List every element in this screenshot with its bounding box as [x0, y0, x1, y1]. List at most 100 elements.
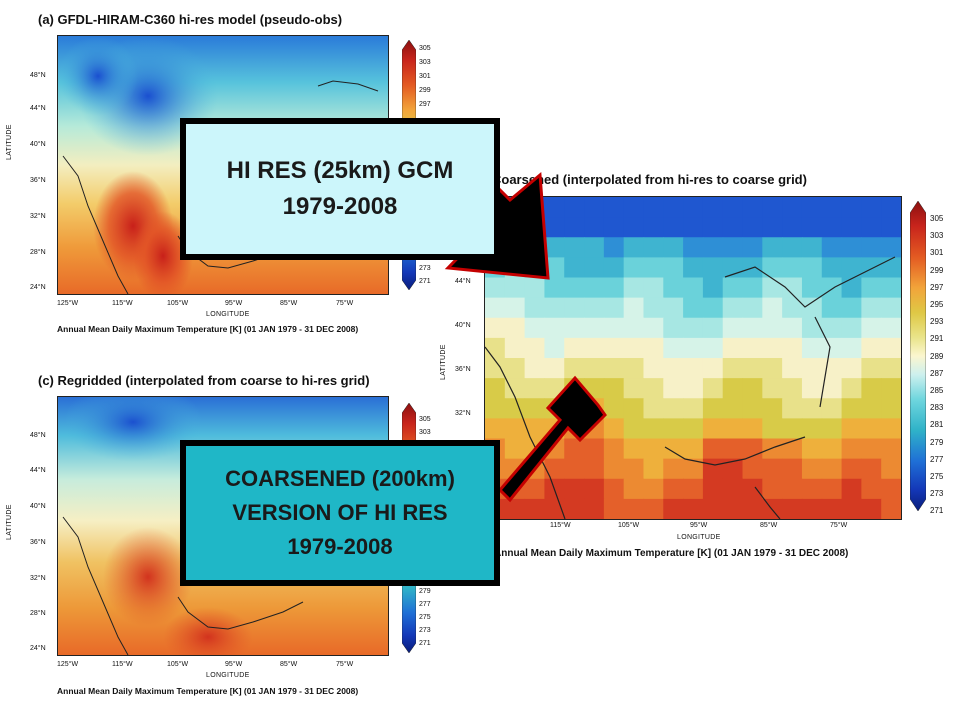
panel-b-caption: Annual Mean Daily Maximum Temperature [K… [494, 548, 849, 559]
grid-cell [524, 317, 546, 339]
panel-b-map [484, 196, 902, 520]
grid-cell [841, 297, 862, 319]
grid-cell [623, 358, 645, 379]
grid-cell [603, 297, 625, 319]
grid-cell [603, 217, 625, 238]
cbar-tick: 275 [419, 614, 431, 621]
grid-cell [821, 418, 843, 440]
grid-cell [722, 378, 744, 399]
grid-cell [782, 237, 803, 258]
cbar-tick: 305 [419, 45, 431, 52]
grid-cell [683, 317, 704, 339]
lon-tick: 95°W [225, 661, 243, 668]
lat-tick: 28°N [30, 249, 46, 256]
cbar-tick: 295 [930, 300, 944, 309]
lat-tick: 36°N [30, 177, 46, 184]
grid-cell [485, 277, 506, 299]
grid-cell [683, 337, 704, 359]
grid-cell [584, 197, 605, 218]
grid-cell [663, 438, 684, 460]
grid-cell [663, 478, 684, 500]
grid-cell [801, 478, 823, 500]
lat-tick: 24°N [30, 645, 46, 652]
grid-cell [762, 237, 783, 258]
grid-cell [841, 358, 862, 379]
grid-cell [663, 498, 684, 519]
grid-cell [861, 257, 882, 279]
lon-tick: 85°W [280, 661, 298, 668]
grid-cell [603, 438, 625, 460]
grid-cell [801, 398, 823, 419]
grid-cell [683, 297, 704, 319]
grid-cell [564, 358, 585, 379]
grid-cell [584, 498, 605, 519]
grid-cell [663, 317, 684, 339]
grid-cell [603, 277, 625, 299]
grid-cell [742, 478, 763, 500]
grid-cell [584, 337, 605, 359]
grid-cell [544, 337, 565, 359]
grid-cell [881, 257, 901, 279]
grid-cell [544, 237, 565, 258]
grid-cell [881, 277, 901, 299]
grid-cell [683, 217, 704, 238]
grid-cell [801, 277, 823, 299]
grid-cell [683, 237, 704, 258]
lat-tick: 24°N [30, 284, 46, 291]
cbar-tick: 303 [419, 59, 431, 66]
grid-cell [881, 217, 901, 238]
grid-cell [722, 418, 744, 440]
grid-cell [544, 358, 565, 379]
grid-cell [564, 478, 585, 500]
grid-cell [485, 358, 506, 379]
grid-cell [504, 418, 526, 440]
panel-b-xlabel: LONGITUDE [677, 534, 721, 541]
grid-cell [584, 358, 605, 379]
grid-cell [762, 398, 783, 419]
grid-cell [702, 317, 724, 339]
grid-cell [623, 297, 645, 319]
lon-tick: 115°W [112, 300, 133, 307]
grid-cell [742, 237, 763, 258]
grid-cell [861, 438, 882, 460]
grid-cell [663, 378, 684, 399]
coastline [724, 256, 896, 308]
grid-cell [821, 398, 843, 419]
grid-cell [742, 297, 763, 319]
lat-tick: 48°N [30, 432, 46, 439]
arrow-bottom [497, 375, 607, 503]
grid-cell [742, 217, 763, 238]
lon-tick: 85°W [760, 522, 778, 529]
grid-cell [722, 498, 744, 519]
cbar-tick: 277 [930, 454, 944, 464]
grid-cell [623, 197, 645, 218]
grid-cell [683, 458, 704, 480]
panel-a-caption: Annual Mean Daily Maximum Temperature [K… [57, 324, 359, 334]
grid-cell [881, 197, 901, 218]
grid-cell [742, 498, 763, 519]
grid-cell [782, 277, 803, 299]
grid-cell [742, 317, 763, 339]
grid-cell [564, 197, 585, 218]
grid-cell [584, 277, 605, 299]
grid-cell [782, 378, 803, 399]
grid-cell [603, 458, 625, 480]
grid-cell [643, 317, 664, 339]
grid-cell [881, 418, 901, 440]
grid-cell [821, 378, 843, 399]
grid-cell [524, 498, 546, 519]
lat-tick: 36°N [30, 539, 46, 546]
grid-cell [881, 378, 901, 399]
grid-cell [841, 317, 862, 339]
grid-cell [861, 337, 882, 359]
lat-tick: 36°N [455, 366, 471, 373]
grid-cell [861, 358, 882, 379]
grid-cell [881, 337, 901, 359]
lon-tick: 105°W [167, 300, 189, 307]
grid-cell [524, 277, 546, 299]
grid-cell [722, 337, 744, 359]
grid-cell [782, 438, 803, 460]
grid-cell [762, 297, 783, 319]
lon-tick: 125°W [57, 661, 79, 668]
